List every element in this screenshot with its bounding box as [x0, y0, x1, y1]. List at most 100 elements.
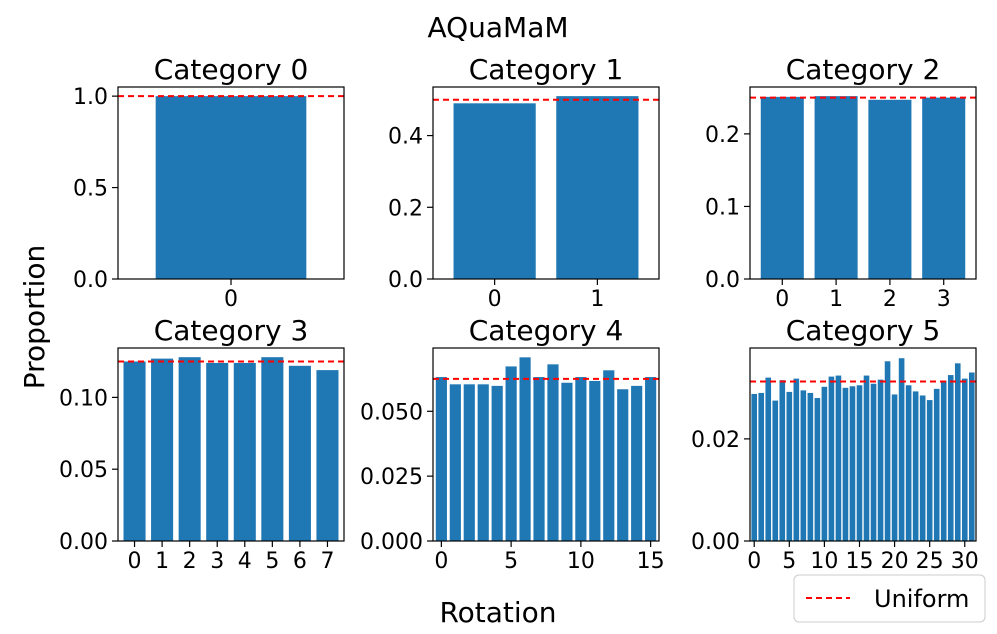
bar-3-2: [178, 357, 201, 541]
bar-5-19: [884, 361, 891, 541]
bar-4-12: [603, 370, 615, 541]
bar-5-16: [863, 375, 870, 541]
bar-5-26: [933, 388, 940, 541]
bar-4-7: [533, 377, 545, 541]
bar-4-0: [435, 377, 447, 541]
subplot-title-5: Category 5: [786, 314, 941, 347]
bar-5-2: [765, 377, 772, 541]
xtick-label-2-2: 2: [883, 287, 897, 312]
subplot-title-2: Category 2: [786, 53, 941, 86]
ytick-label-0-0: 0.0: [73, 268, 108, 293]
bar-3-4: [233, 362, 256, 541]
ytick-label-3-2: 0.10: [59, 386, 108, 411]
xtick-label-3-3: 3: [210, 549, 224, 574]
xtick-label-4-1: 5: [504, 549, 518, 574]
bar-3-0: [123, 361, 146, 541]
xtick-label-5-0: 0: [747, 549, 761, 574]
xtick-label-5-6: 30: [951, 549, 979, 574]
xtick-label-4-3: 15: [637, 549, 665, 574]
subplot-title-0: Category 0: [154, 53, 309, 86]
xtick-label-3-4: 4: [238, 549, 252, 574]
xtick-label-1-1: 1: [590, 287, 604, 312]
bar-5-29: [954, 363, 961, 541]
bar-1-0: [453, 103, 536, 280]
bar-3-7: [316, 370, 339, 541]
bar-3-3: [206, 362, 229, 541]
bar-5-31: [968, 372, 975, 541]
ytick-label-4-2: 0.050: [360, 400, 423, 425]
legend-box: [793, 574, 986, 623]
xtick-label-3-5: 5: [265, 549, 279, 574]
xtick-label-2-3: 3: [937, 287, 951, 312]
bar-0-0: [155, 96, 307, 280]
ytick-label-1-1: 0.2: [388, 196, 423, 221]
ytick-label-0-1: 0.5: [73, 177, 108, 202]
bar-4-8: [547, 364, 559, 541]
bar-2-1: [814, 96, 858, 280]
bar-5-1: [758, 392, 765, 541]
bar-5-6: [793, 378, 800, 541]
axes-frame-3: [117, 347, 345, 542]
bar-4-14: [631, 385, 643, 541]
xtick-label-5-1: 5: [782, 549, 796, 574]
xtick-label-4-2: 10: [567, 549, 595, 574]
bar-5-21: [898, 358, 905, 541]
xtick-label-5-3: 15: [845, 549, 873, 574]
ytick-label-3-1: 0.05: [59, 458, 108, 483]
bar-5-28: [947, 375, 954, 541]
subplot-title-4: Category 4: [469, 314, 624, 347]
bar-5-4: [779, 380, 786, 541]
xtick-label-5-2: 10: [810, 549, 838, 574]
xtick-label-3-6: 6: [293, 549, 307, 574]
axes-frame-1: [432, 86, 660, 280]
bar-4-6: [519, 357, 531, 541]
bar-4-13: [617, 389, 629, 541]
bar-4-1: [449, 384, 461, 541]
subplot-grid: Category 0 0.0 0.5 1.0 0 Category 1 0.0 0.2 0.4 0…: [59, 53, 979, 574]
bar-3-6: [288, 365, 311, 541]
ytick-label-2-1: 0.1: [705, 195, 740, 220]
bar-4-9: [561, 382, 573, 541]
bar-3-1: [151, 358, 174, 541]
xtick-label-3-2: 2: [183, 549, 197, 574]
subplot-category-5: Category 5 0.00 0.02 0 5 10 15 20 25 30: [691, 314, 979, 574]
ytick-label-1-0: 0.0: [388, 268, 423, 293]
subplot-category-0: Category 0 0.0 0.5 1.0 0: [73, 53, 345, 312]
xtick-label-3-0: 0: [128, 549, 142, 574]
y-axis-label: Proportion: [18, 245, 51, 389]
bar-5-11: [828, 376, 835, 541]
bar-5-3: [772, 400, 779, 541]
ytick-label-4-1: 0.025: [360, 465, 423, 490]
bar-4-4: [491, 385, 503, 541]
subplot-category-4: Category 4 0.000 0.025 0.050 0 5 10 15: [360, 314, 665, 574]
legend-uniform-label: Uniform: [874, 585, 969, 613]
axes-frame-2: [749, 86, 977, 280]
axes-frame-4: [432, 347, 660, 542]
bar-5-0: [751, 393, 758, 541]
ytick-label-0-2: 1.0: [73, 85, 108, 110]
bar-3-5: [261, 357, 284, 541]
bar-5-27: [940, 380, 947, 541]
bar-5-8: [807, 392, 814, 541]
subplot-title-3: Category 3: [154, 314, 309, 347]
bar-5-22: [905, 385, 912, 541]
xtick-label-1-0: 0: [488, 287, 502, 312]
ytick-label-3-0: 0.00: [59, 530, 108, 555]
figure-title: AQuaMaM: [427, 11, 568, 44]
bar-5-5: [786, 391, 793, 541]
bar-5-24: [919, 395, 926, 541]
ytick-label-2-0: 0.0: [705, 268, 740, 293]
bar-2-2: [868, 99, 912, 280]
bar-5-25: [926, 400, 933, 541]
bar-5-18: [877, 379, 884, 541]
xtick-label-3-1: 1: [155, 549, 169, 574]
ytick-label-5-0: 0.00: [691, 530, 740, 555]
bar-5-23: [912, 391, 919, 541]
bar-4-3: [477, 384, 489, 541]
bar-4-2: [463, 384, 475, 541]
bar-5-15: [856, 385, 863, 541]
bar-5-9: [814, 398, 821, 541]
subplot-title-1: Category 1: [469, 53, 624, 86]
xtick-label-3-7: 7: [320, 549, 334, 574]
